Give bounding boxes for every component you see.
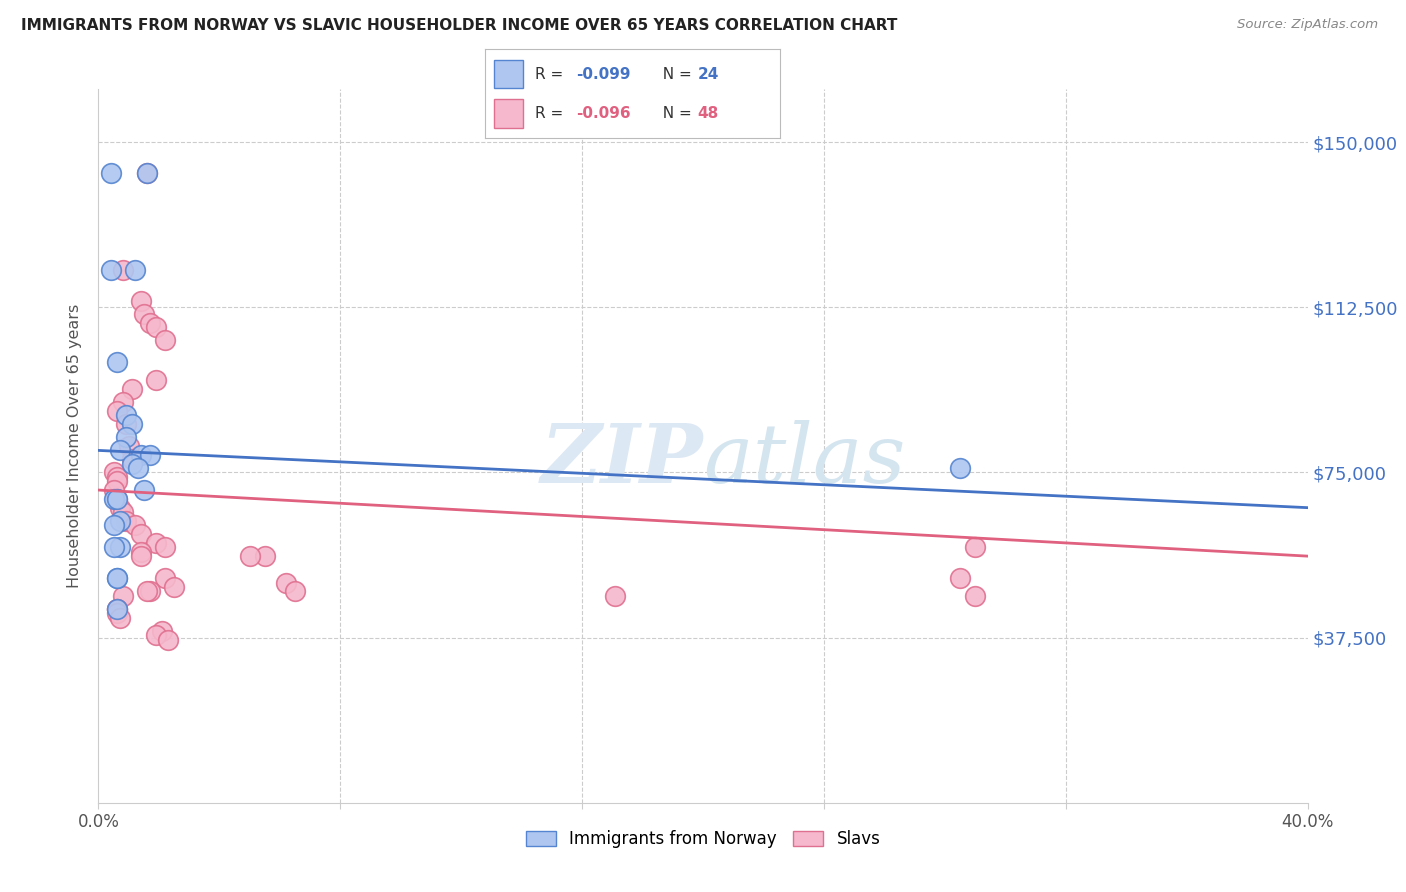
Point <box>121 382 143 396</box>
Point <box>105 475 128 489</box>
Point <box>114 417 136 431</box>
Point <box>105 607 128 621</box>
Point <box>129 448 152 462</box>
Point <box>105 602 128 616</box>
Legend: Immigrants from Norway, Slavs: Immigrants from Norway, Slavs <box>519 824 887 855</box>
Point <box>153 571 176 585</box>
Text: 24: 24 <box>697 67 718 81</box>
Point <box>150 624 173 638</box>
Point <box>965 589 987 603</box>
Point <box>105 491 128 506</box>
Point <box>103 491 125 506</box>
Point <box>965 541 987 555</box>
Text: Source: ZipAtlas.com: Source: ZipAtlas.com <box>1237 18 1378 31</box>
Point <box>105 602 128 616</box>
Point <box>129 527 152 541</box>
Point <box>103 541 125 555</box>
Point <box>108 541 131 555</box>
Point <box>145 373 167 387</box>
Point <box>135 166 157 180</box>
Point <box>156 632 179 647</box>
Point <box>105 602 128 616</box>
Point <box>121 452 143 467</box>
Point <box>111 395 134 409</box>
Point <box>163 580 186 594</box>
Point <box>105 571 128 585</box>
Point <box>127 461 149 475</box>
Point <box>124 262 146 277</box>
Point <box>605 589 627 603</box>
Text: N =: N = <box>654 106 697 120</box>
Point <box>108 500 131 515</box>
Point <box>114 408 136 422</box>
Text: 48: 48 <box>697 106 718 120</box>
Point <box>284 584 307 599</box>
Point <box>129 293 152 308</box>
Point <box>139 584 162 599</box>
Point <box>114 430 136 444</box>
Point <box>145 536 167 550</box>
Text: N =: N = <box>654 67 697 81</box>
Point <box>274 575 297 590</box>
Point <box>239 549 262 563</box>
FancyBboxPatch shape <box>494 99 523 128</box>
Point <box>111 589 134 603</box>
Text: -0.096: -0.096 <box>576 106 631 120</box>
Point <box>103 483 125 497</box>
Text: R =: R = <box>536 67 568 81</box>
Point <box>139 316 162 330</box>
Point <box>100 262 122 277</box>
Point <box>121 417 143 431</box>
Point <box>253 549 276 563</box>
FancyBboxPatch shape <box>494 60 523 88</box>
Point <box>132 483 155 497</box>
Point <box>118 439 141 453</box>
Point <box>114 514 136 528</box>
Point <box>135 584 157 599</box>
Point <box>108 611 131 625</box>
Point <box>105 571 128 585</box>
Point <box>132 307 155 321</box>
Point <box>111 505 134 519</box>
Text: -0.099: -0.099 <box>576 67 631 81</box>
Point <box>153 333 176 347</box>
Point <box>108 443 131 458</box>
Point <box>949 461 972 475</box>
Point <box>105 403 128 417</box>
Point <box>105 470 128 484</box>
Point <box>129 549 152 563</box>
Point <box>124 518 146 533</box>
Point <box>103 466 125 480</box>
Point <box>949 571 972 585</box>
Point <box>145 320 167 334</box>
Text: atlas: atlas <box>703 420 905 500</box>
Point <box>103 518 125 533</box>
Point <box>145 628 167 642</box>
Point <box>121 457 143 471</box>
Point <box>100 166 122 180</box>
Point <box>139 448 162 462</box>
Point <box>105 355 128 369</box>
Y-axis label: Householder Income Over 65 years: Householder Income Over 65 years <box>67 304 83 588</box>
Text: ZIP: ZIP <box>540 420 703 500</box>
Point <box>108 514 131 528</box>
Point <box>153 541 176 555</box>
Point <box>135 166 157 180</box>
Text: R =: R = <box>536 106 568 120</box>
Point <box>105 491 128 506</box>
Point <box>111 262 134 277</box>
Point <box>129 545 152 559</box>
Text: IMMIGRANTS FROM NORWAY VS SLAVIC HOUSEHOLDER INCOME OVER 65 YEARS CORRELATION CH: IMMIGRANTS FROM NORWAY VS SLAVIC HOUSEHO… <box>21 18 897 33</box>
